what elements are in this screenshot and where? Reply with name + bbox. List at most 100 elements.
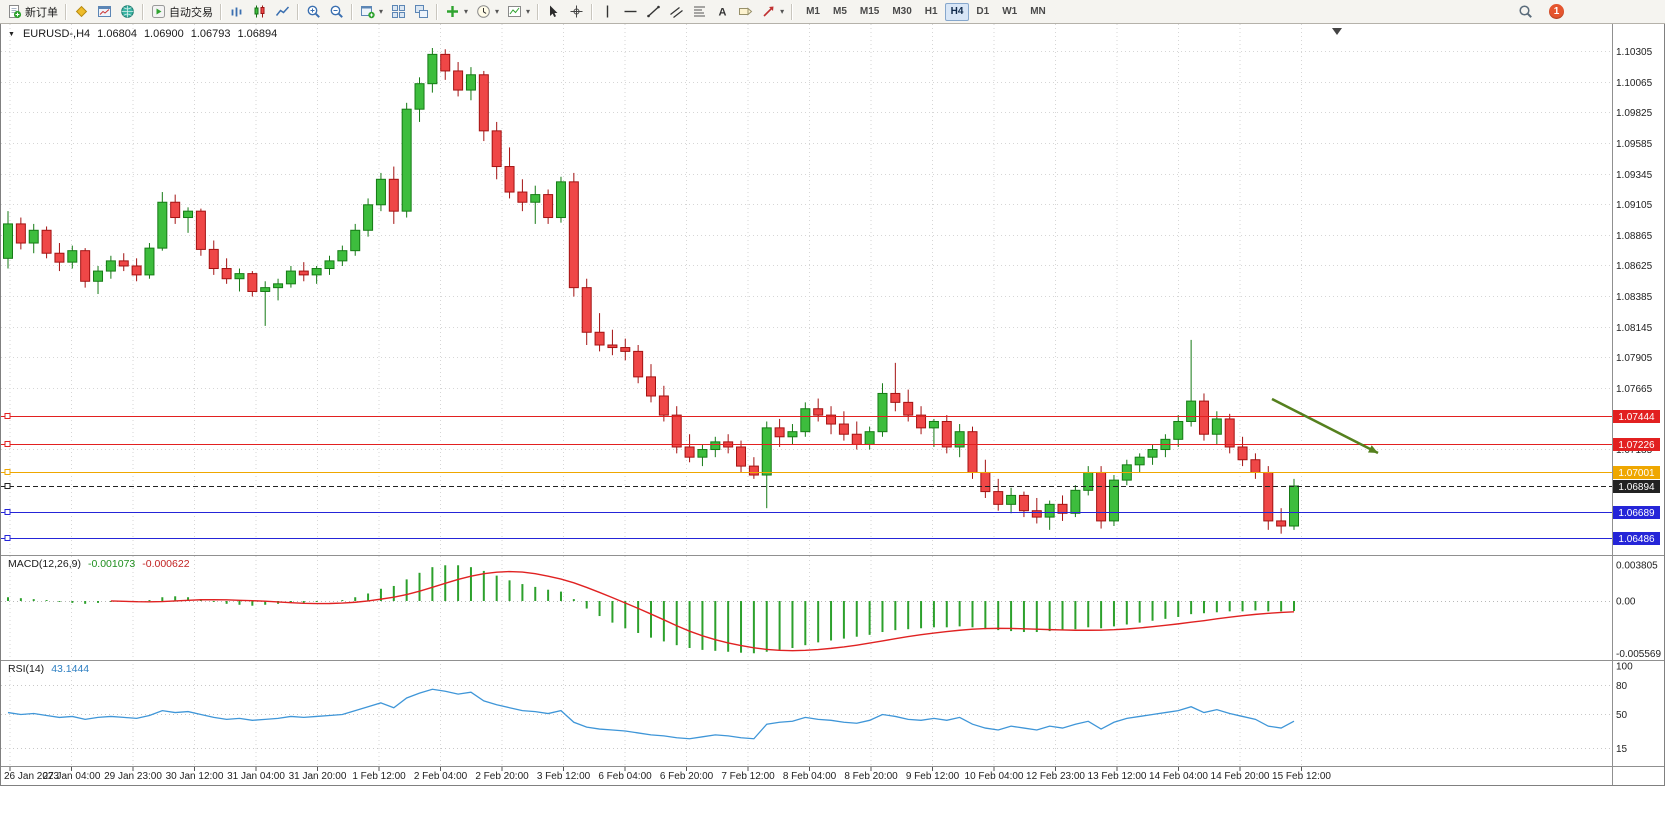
x-axis-label[interactable]: 26 Jan 2023 bbox=[4, 771, 59, 782]
candlestick-chart-button[interactable] bbox=[248, 2, 271, 22]
new-order-button[interactable]: 新订单 bbox=[3, 2, 62, 22]
timeframe-m15-button[interactable]: M15 bbox=[854, 3, 885, 21]
chart-header: ▼ EURUSD-,H4 1.06804 1.06900 1.06793 1.0… bbox=[8, 28, 277, 40]
x-axis-label[interactable]: 10 Feb 04:00 bbox=[965, 771, 1024, 782]
rsi-label: RSI(14) bbox=[8, 663, 45, 675]
line-anchor-handle[interactable] bbox=[4, 441, 11, 447]
candle-body bbox=[144, 247, 155, 276]
x-axis-label[interactable]: 1 Feb 12:00 bbox=[352, 771, 406, 782]
new-chart-button[interactable]: ▾ bbox=[356, 2, 387, 22]
candle-body bbox=[1147, 449, 1158, 458]
timeframe-m1-button[interactable]: M1 bbox=[800, 3, 826, 21]
x-axis-label[interactable]: 14 Feb 04:00 bbox=[1149, 771, 1208, 782]
candle-body bbox=[838, 423, 849, 435]
timeframe-w1-button[interactable]: W1 bbox=[996, 3, 1023, 21]
caret-down-icon: ▾ bbox=[464, 7, 469, 16]
candle-body bbox=[748, 465, 759, 476]
timeframe-m30-button[interactable]: M30 bbox=[886, 3, 917, 21]
line-anchor-handle[interactable] bbox=[4, 535, 11, 541]
right-offset-marker[interactable] bbox=[1332, 28, 1342, 35]
channel-button[interactable] bbox=[665, 2, 688, 22]
timeframe-d1-button[interactable]: D1 bbox=[970, 3, 995, 21]
bar-chart-button[interactable] bbox=[225, 2, 248, 22]
line-anchor-handle[interactable] bbox=[4, 509, 11, 515]
candle-body bbox=[916, 414, 927, 429]
trendline-button[interactable] bbox=[642, 2, 665, 22]
x-axis-label[interactable]: 6 Feb 20:00 bbox=[660, 771, 714, 782]
trend-arrow-head[interactable] bbox=[1368, 445, 1378, 453]
line-anchor-handle[interactable] bbox=[4, 469, 11, 475]
candle-body bbox=[15, 223, 26, 244]
clock-icon bbox=[476, 4, 491, 19]
price-tag-label: 1.07001 bbox=[1618, 468, 1655, 479]
timeframe-h1-button[interactable]: H1 bbox=[919, 3, 944, 21]
line-anchor-handle[interactable] bbox=[4, 413, 11, 419]
candle-body bbox=[427, 53, 438, 85]
navigator-button[interactable] bbox=[93, 2, 116, 22]
indicators-button[interactable]: ▾ bbox=[441, 2, 472, 22]
x-axis-label[interactable]: 8 Feb 20:00 bbox=[844, 771, 898, 782]
crosshair-button[interactable] bbox=[565, 2, 588, 22]
price-grid-label: 1.09345 bbox=[1616, 170, 1653, 181]
svg-text:A: A bbox=[719, 7, 727, 19]
notification-badge[interactable]: 1 bbox=[1549, 4, 1564, 19]
x-axis-label[interactable]: 13 Feb 12:00 bbox=[1088, 771, 1147, 782]
toolbar-right-group: 1 bbox=[1514, 2, 1564, 22]
x-axis-label[interactable]: 2 Feb 20:00 bbox=[475, 771, 529, 782]
vertical-line-button[interactable] bbox=[596, 2, 619, 22]
x-axis-label[interactable]: 29 Jan 23:00 bbox=[104, 771, 162, 782]
horizontal-line-button[interactable] bbox=[619, 2, 642, 22]
market-watch-button[interactable] bbox=[70, 2, 93, 22]
timeframe-mn-button[interactable]: MN bbox=[1024, 3, 1052, 21]
search-button[interactable] bbox=[1514, 2, 1537, 22]
candle-body bbox=[736, 446, 747, 467]
x-axis-label[interactable]: 2 Feb 04:00 bbox=[414, 771, 468, 782]
arrows-button[interactable]: ▾ bbox=[757, 2, 788, 22]
candle-body bbox=[221, 268, 232, 280]
chart-collapse-icon[interactable]: ▼ bbox=[8, 30, 15, 38]
x-axis-label[interactable]: 31 Jan 04:00 bbox=[227, 771, 285, 782]
cascade-windows-button[interactable] bbox=[410, 2, 433, 22]
rsi-header: RSI(14) 43.1444 bbox=[8, 663, 89, 675]
trend-arrow-object[interactable] bbox=[1271, 397, 1379, 455]
x-axis-label[interactable]: 9 Feb 12:00 bbox=[906, 771, 960, 782]
x-axis-label[interactable]: 14 Feb 20:00 bbox=[1211, 771, 1270, 782]
auto-trading-button[interactable]: 自动交易 bbox=[147, 2, 217, 22]
line-anchor-handle[interactable] bbox=[4, 483, 11, 489]
globe-icon bbox=[120, 4, 135, 19]
x-axis-label[interactable]: 8 Feb 04:00 bbox=[783, 771, 837, 782]
candle-body bbox=[1250, 459, 1261, 473]
label-button[interactable] bbox=[734, 2, 757, 22]
zoom-in-button[interactable] bbox=[302, 2, 325, 22]
timeframe-h4-button[interactable]: H4 bbox=[944, 2, 970, 21]
candle-body bbox=[555, 181, 566, 219]
candle-body bbox=[877, 392, 888, 433]
candle-body bbox=[543, 194, 554, 219]
candle-body bbox=[826, 414, 837, 425]
timeframe-m5-button[interactable]: M5 bbox=[827, 3, 853, 21]
periods-button[interactable]: ▾ bbox=[472, 2, 503, 22]
templates-button[interactable]: ▾ bbox=[503, 2, 534, 22]
x-axis-label[interactable]: 30 Jan 12:00 bbox=[166, 771, 224, 782]
line-chart-button[interactable] bbox=[271, 2, 294, 22]
cursor-button[interactable] bbox=[542, 2, 565, 22]
text-button[interactable]: A bbox=[711, 2, 734, 22]
candle-body bbox=[851, 433, 862, 445]
terminal-button[interactable] bbox=[116, 2, 139, 22]
x-axis-label[interactable]: 27 Jan 04:00 bbox=[43, 771, 101, 782]
candle-body bbox=[646, 376, 656, 397]
x-axis-label[interactable]: 12 Feb 23:00 bbox=[1026, 771, 1085, 782]
tile-windows-button[interactable] bbox=[387, 2, 410, 22]
x-axis-label[interactable]: 7 Feb 12:00 bbox=[721, 771, 775, 782]
candle-body bbox=[1186, 400, 1197, 422]
x-axis-label[interactable]: 15 Feb 12:00 bbox=[1272, 771, 1331, 782]
toolbar-separator bbox=[436, 3, 439, 20]
x-axis-label[interactable]: 6 Feb 04:00 bbox=[598, 771, 652, 782]
fibonacci-button[interactable] bbox=[688, 2, 711, 22]
zoom-out-button[interactable] bbox=[325, 2, 348, 22]
x-axis-label[interactable]: 31 Jan 20:00 bbox=[289, 771, 347, 782]
rsi-axis-label: 100 bbox=[1616, 662, 1633, 673]
x-axis-label[interactable]: 3 Feb 12:00 bbox=[537, 771, 591, 782]
candle-body bbox=[67, 250, 78, 263]
